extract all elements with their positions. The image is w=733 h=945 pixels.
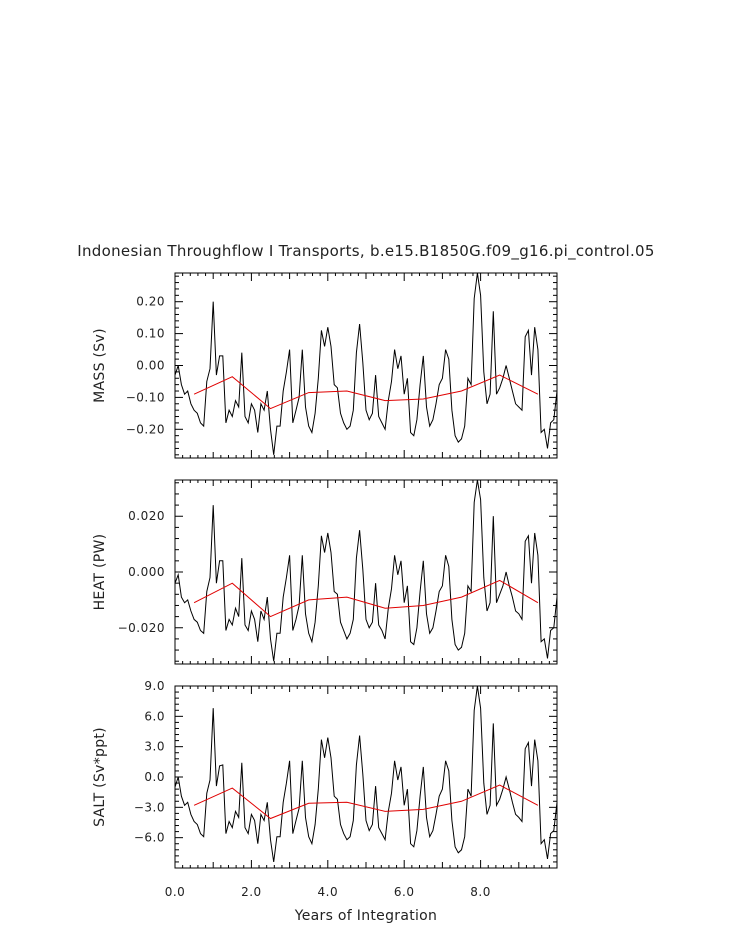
y-tick-label: 0.0 bbox=[144, 770, 165, 784]
y-axis-label: HEAT (PW) bbox=[92, 534, 108, 611]
panel-mass: 0.20 0.10 0.00 −0.10 −0.20 MASS (Sv) bbox=[92, 272, 558, 459]
series-line-monthly bbox=[175, 480, 557, 662]
plot-frame bbox=[174, 685, 558, 869]
y-tick-label: 0.20 bbox=[136, 295, 165, 309]
y-tick-label: −3.0 bbox=[134, 800, 165, 814]
y-tick-label: −6.0 bbox=[134, 831, 165, 845]
x-tick-label: 2.0 bbox=[241, 885, 262, 899]
series-line-annual-mean bbox=[193, 374, 539, 410]
y-tick-label: 6.0 bbox=[144, 709, 165, 723]
y-tick-label: −0.020 bbox=[118, 621, 165, 635]
x-tick-label: 8.0 bbox=[470, 885, 491, 899]
series-line-annual-mean bbox=[193, 784, 539, 820]
x-tick-label: 4.0 bbox=[318, 885, 339, 899]
y-tick-label: 9.0 bbox=[144, 679, 165, 693]
x-tick-label: 0.0 bbox=[165, 885, 186, 899]
y-tick-label: 0.000 bbox=[128, 565, 165, 579]
y-tick-label: 0.10 bbox=[136, 327, 165, 341]
x-tick-label: 6.0 bbox=[394, 885, 415, 899]
y-tick-label: 3.0 bbox=[144, 740, 165, 754]
y-axis-label: MASS (Sv) bbox=[92, 328, 108, 403]
panel-heat: 0.020 0.000 −0.020 HEAT (PW) bbox=[92, 479, 558, 665]
panel-salt: 9.0 6.0 3.0 0.0 −3.0 −6.0 SALT (Sv*ppt) bbox=[92, 679, 558, 869]
series-line-monthly bbox=[175, 686, 557, 862]
series-line-monthly bbox=[175, 273, 557, 455]
y-axis-label: SALT (Sv*ppt) bbox=[92, 727, 108, 827]
x-axis-label: Years of Integration bbox=[294, 908, 437, 924]
y-tick-label: −0.10 bbox=[126, 390, 165, 404]
series-line-annual-mean bbox=[193, 579, 539, 618]
y-tick-label: 0.00 bbox=[136, 359, 165, 373]
plot-frame bbox=[174, 479, 558, 665]
figure-title: Indonesian Throughflow I Transports, b.e… bbox=[77, 242, 654, 261]
y-tick-label: −0.20 bbox=[126, 422, 165, 436]
y-tick-label: 0.020 bbox=[128, 509, 165, 523]
plot-frame bbox=[174, 272, 558, 459]
